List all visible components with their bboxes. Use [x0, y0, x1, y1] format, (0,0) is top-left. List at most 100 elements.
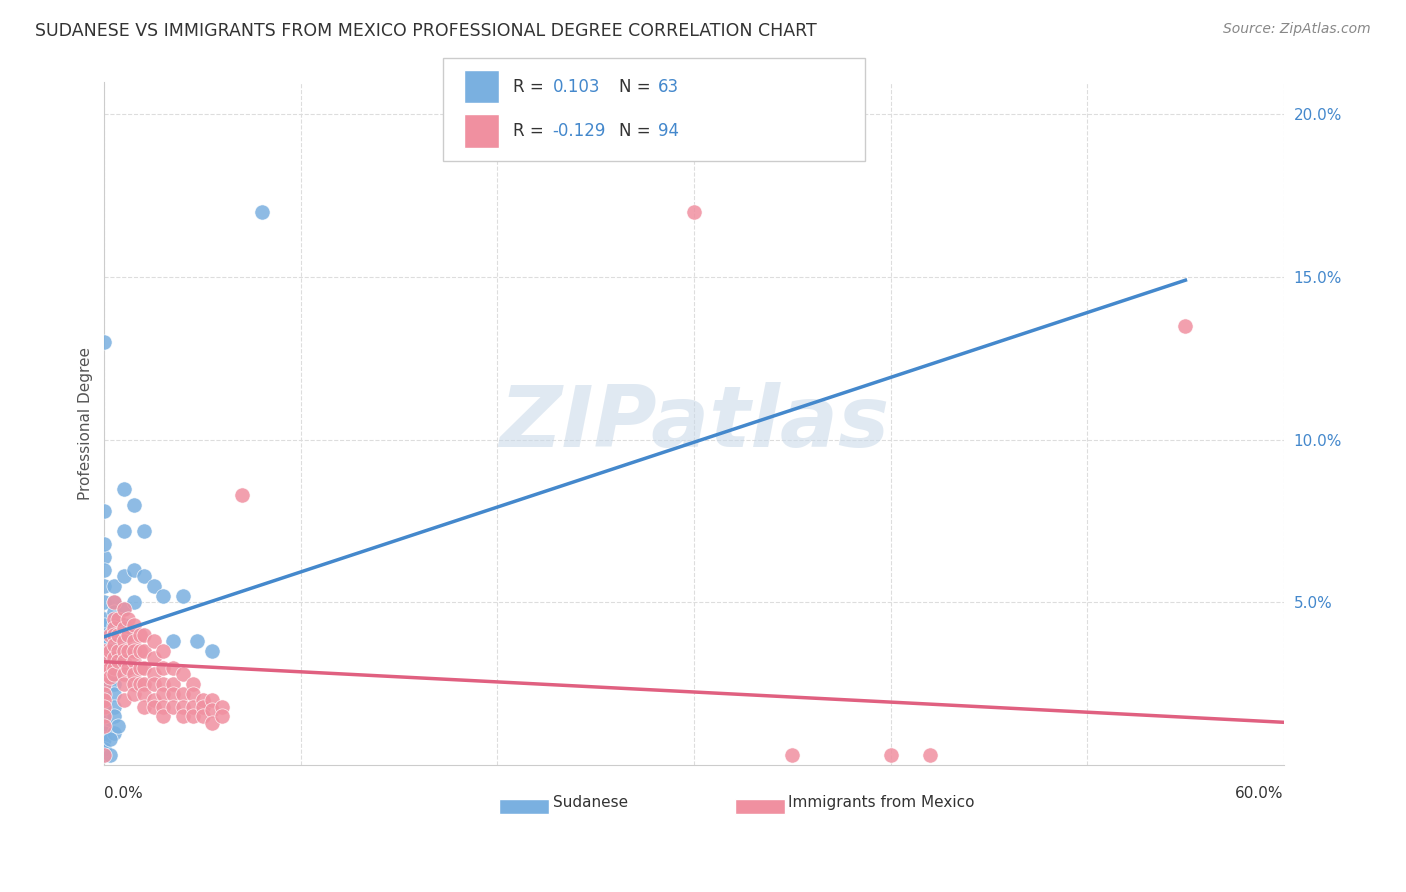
- Point: [128, 644, 150, 658]
- Point: [172, 699, 194, 714]
- Point: [117, 644, 139, 658]
- Text: 63: 63: [658, 78, 679, 95]
- Point: [132, 687, 155, 701]
- Point: [93, 654, 115, 668]
- Text: 0.103: 0.103: [553, 78, 600, 95]
- Point: [103, 660, 125, 674]
- Point: [93, 742, 115, 756]
- Point: [152, 687, 174, 701]
- Text: N =: N =: [619, 122, 655, 140]
- Point: [98, 660, 121, 674]
- Point: [93, 667, 115, 681]
- Point: [122, 498, 145, 512]
- Point: [112, 482, 135, 496]
- Point: [103, 644, 125, 658]
- Point: [93, 644, 115, 658]
- Point: [93, 699, 115, 714]
- Point: [122, 644, 145, 658]
- Point: [132, 660, 155, 674]
- Point: [93, 748, 115, 763]
- Point: [112, 693, 135, 707]
- Point: [93, 699, 115, 714]
- Point: [93, 667, 115, 681]
- Point: [142, 634, 165, 648]
- Point: [107, 719, 129, 733]
- Point: [98, 670, 121, 684]
- Text: Sudanese: Sudanese: [553, 795, 627, 810]
- Point: [93, 677, 115, 691]
- Point: [152, 644, 174, 658]
- Point: [162, 687, 184, 701]
- Point: [152, 660, 174, 674]
- Point: [93, 595, 115, 609]
- Text: -0.129: -0.129: [553, 122, 606, 140]
- Point: [122, 667, 145, 681]
- Point: [162, 699, 184, 714]
- Point: [201, 703, 224, 717]
- Point: [122, 563, 145, 577]
- Point: [879, 748, 901, 763]
- Point: [103, 595, 125, 609]
- Point: [103, 654, 125, 668]
- Text: SUDANESE VS IMMIGRANTS FROM MEXICO PROFESSIONAL DEGREE CORRELATION CHART: SUDANESE VS IMMIGRANTS FROM MEXICO PROFE…: [35, 22, 817, 40]
- Point: [93, 660, 115, 674]
- Point: [152, 589, 174, 603]
- Point: [103, 699, 125, 714]
- Point: [93, 634, 115, 648]
- Point: [201, 693, 224, 707]
- Point: [103, 725, 125, 739]
- Point: [132, 677, 155, 691]
- Point: [142, 699, 165, 714]
- Point: [93, 660, 115, 674]
- Point: [93, 693, 115, 707]
- Point: [93, 579, 115, 593]
- Point: [181, 687, 204, 701]
- Point: [107, 612, 129, 626]
- Point: [103, 687, 125, 701]
- Point: [181, 677, 204, 691]
- Point: [181, 699, 204, 714]
- Point: [93, 732, 115, 747]
- Point: [103, 605, 125, 619]
- Point: [142, 667, 165, 681]
- Point: [142, 693, 165, 707]
- Point: [93, 650, 115, 665]
- Point: [93, 719, 115, 733]
- Point: [93, 709, 115, 723]
- Point: [191, 699, 214, 714]
- Point: [132, 569, 155, 583]
- Point: [201, 644, 224, 658]
- Point: [93, 563, 115, 577]
- Point: [112, 654, 135, 668]
- Point: [152, 677, 174, 691]
- Point: [152, 699, 174, 714]
- Point: [112, 677, 135, 691]
- Point: [103, 709, 125, 723]
- Point: [122, 677, 145, 691]
- Point: [132, 699, 155, 714]
- Point: [103, 650, 125, 665]
- Text: 0.0%: 0.0%: [104, 786, 143, 801]
- Point: [107, 644, 129, 658]
- Point: [98, 628, 121, 642]
- Point: [172, 667, 194, 681]
- Point: [93, 742, 115, 756]
- Point: [93, 687, 115, 701]
- Point: [117, 612, 139, 626]
- Point: [112, 602, 135, 616]
- Text: R =: R =: [513, 122, 550, 140]
- Point: [683, 205, 706, 219]
- Point: [103, 677, 125, 691]
- Y-axis label: Professional Degree: Professional Degree: [79, 347, 93, 500]
- Point: [103, 660, 125, 674]
- Point: [93, 335, 115, 350]
- Text: R =: R =: [513, 78, 550, 95]
- Point: [132, 524, 155, 538]
- Point: [93, 612, 115, 626]
- Point: [162, 660, 184, 674]
- Point: [112, 524, 135, 538]
- Text: ZIPatlas: ZIPatlas: [499, 382, 889, 465]
- Point: [93, 537, 115, 551]
- Point: [112, 628, 135, 642]
- Point: [172, 709, 194, 723]
